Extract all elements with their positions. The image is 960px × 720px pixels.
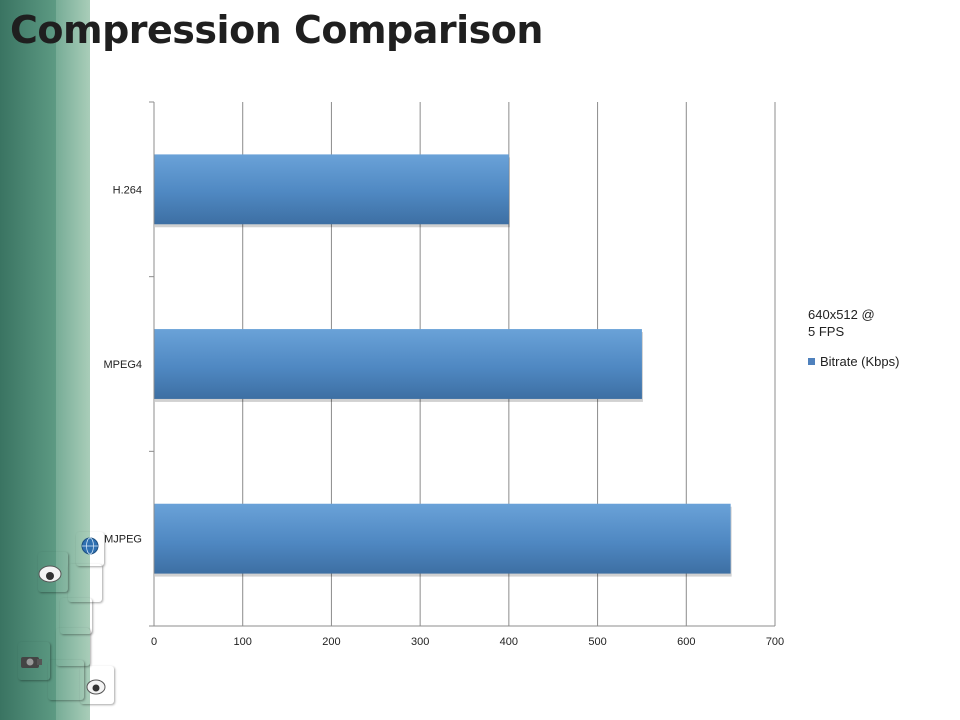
bar [154,329,642,399]
category-label: H.264 [113,184,142,196]
legend-title-line: 5 FPS [808,324,845,339]
globe-logo-icon [81,537,99,555]
x-tick-labels: 0 100 200 300 400 500 600 700 [151,636,784,648]
x-tick-label: 300 [411,636,429,648]
dome-camera-icon [86,679,106,695]
slide-title: Compression Comparison [10,8,543,52]
camera-icon [21,657,42,668]
chart-axes [149,101,775,627]
decor-tile [68,564,102,602]
x-tick-label: 500 [588,636,606,648]
category-label: MPEG4 [103,359,142,371]
x-tick-label: 600 [677,636,695,648]
x-tick-label: 100 [234,636,252,648]
dome-camera-icon [38,565,62,583]
category-label: MJPEG [104,534,142,546]
legend-swatch [808,358,815,365]
x-tick-label: 200 [322,636,340,648]
x-tick-label: 700 [766,636,784,648]
x-tick-label: 0 [151,636,157,648]
chart-bars [154,154,732,577]
legend-series-name: Bitrate (Kbps) [820,354,900,369]
legend-title: 640x512 @ 5 FPS [808,306,898,340]
category-labels: H.264 MPEG4 MJPEG [103,184,142,545]
bar [154,154,509,225]
legend: 640x512 @ 5 FPS Bitrate (Kbps) [808,306,899,369]
decor-tile [48,660,84,700]
bar [154,503,731,574]
left-decor-band-dark [0,0,56,720]
x-tick-label: 400 [500,636,518,648]
legend-entry: Bitrate (Kbps) [808,354,899,369]
legend-title-line: 640x512 @ [808,307,875,322]
